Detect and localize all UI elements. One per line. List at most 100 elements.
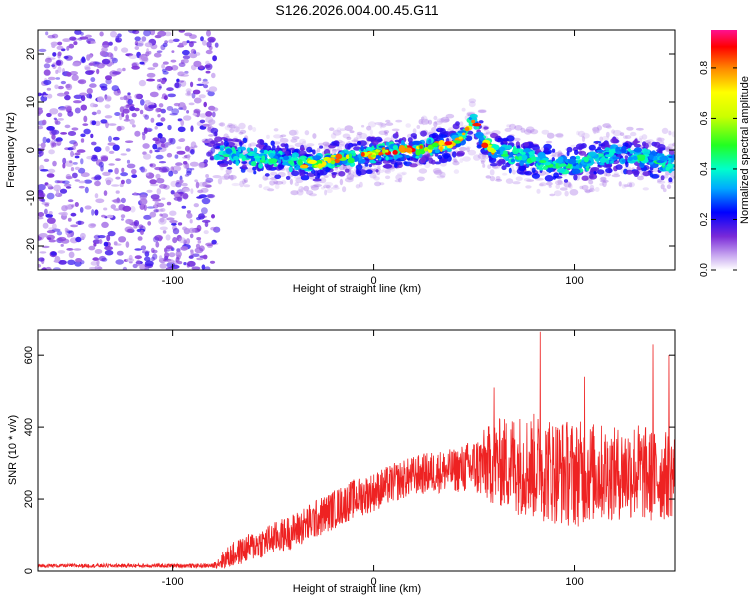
noise-blob — [209, 38, 215, 43]
signal-blob — [468, 101, 476, 108]
signal-blob — [448, 127, 455, 131]
signal-blob — [394, 154, 398, 161]
noise-blob — [110, 204, 117, 210]
noise-blob — [210, 226, 217, 231]
snr-panel: -100 0 100 0 200 400 600 Height of straight li… — [7, 329, 676, 595]
noise-blob — [190, 188, 194, 195]
signal-blob — [375, 169, 379, 173]
noise-blob — [201, 207, 208, 215]
signal-blob — [291, 136, 300, 140]
signal-blob — [433, 115, 438, 121]
signal-blob — [351, 143, 358, 147]
noise-blob — [102, 41, 110, 48]
signal-blob — [279, 156, 284, 160]
noise-blob — [38, 108, 44, 115]
noise-blob — [52, 52, 57, 57]
noise-blob — [129, 106, 136, 112]
noise-blob — [199, 245, 205, 252]
noise-blob — [64, 124, 71, 129]
noise-blob — [88, 223, 96, 229]
signal-blob — [602, 180, 607, 188]
noise-blob — [144, 260, 154, 267]
noise-blob — [88, 245, 96, 251]
noise-blob — [185, 238, 191, 245]
noise-blob — [196, 224, 202, 232]
noise-blob — [38, 48, 47, 53]
noise-blob — [60, 80, 66, 85]
noise-blob — [93, 176, 98, 181]
signal-blob — [545, 171, 550, 175]
signal-blob — [233, 126, 241, 133]
noise-blob — [202, 123, 210, 127]
noise-blob — [128, 54, 138, 60]
noise-blob — [181, 205, 187, 209]
signal-blob — [235, 160, 240, 166]
signal-blob — [487, 164, 492, 169]
signal-blob — [384, 169, 391, 174]
signal-blob — [258, 184, 263, 188]
signal-blob — [263, 149, 269, 155]
noise-blob — [38, 184, 46, 191]
noise-blob — [46, 192, 55, 200]
signal-blob — [626, 181, 636, 188]
noise-blob — [179, 138, 186, 142]
noise-blob — [209, 260, 216, 264]
signal-blob — [668, 130, 672, 136]
signal-blob — [309, 176, 316, 180]
noise-blob — [101, 58, 111, 65]
signal-blob — [599, 183, 604, 186]
signal-blob — [282, 155, 290, 161]
signal-blob — [379, 182, 385, 186]
noise-blob — [48, 239, 57, 243]
signal-blob — [462, 156, 471, 162]
signal-blob — [299, 164, 309, 169]
signal-blob — [477, 109, 487, 114]
signal-blob — [469, 113, 478, 119]
noise-blob — [134, 107, 140, 112]
noise-blob — [76, 149, 86, 153]
noise-blob — [85, 34, 92, 38]
noise-blob — [87, 70, 96, 73]
noise-blob — [46, 184, 53, 188]
signal-blob — [600, 179, 609, 183]
signal-blob — [434, 161, 441, 165]
signal-blob — [544, 175, 554, 182]
noise-blob — [193, 203, 199, 208]
noise-blob — [158, 166, 168, 173]
signal-blob — [445, 113, 455, 119]
noise-blob — [104, 177, 114, 183]
noise-blob — [74, 202, 79, 207]
signal-blob — [573, 174, 578, 181]
noise-blob — [147, 221, 152, 226]
signal-blob — [510, 158, 515, 163]
noise-blob — [164, 142, 172, 146]
signal-blob — [632, 155, 638, 161]
noise-blob — [77, 220, 82, 225]
y-tick-label: 20 — [25, 48, 37, 60]
noise-blob — [50, 41, 59, 46]
signal-blob — [623, 135, 628, 140]
signal-blob — [269, 180, 276, 186]
noise-blob — [140, 99, 145, 106]
noise-blob — [203, 84, 209, 89]
noise-blob — [159, 184, 167, 189]
signal-blob — [624, 155, 629, 159]
signal-blob — [575, 155, 581, 160]
signal-blob — [280, 134, 287, 138]
signal-blob — [392, 145, 398, 150]
noise-blob — [189, 219, 193, 224]
signal-blob — [379, 169, 384, 173]
signal-blob — [588, 179, 594, 185]
signal-blob — [551, 157, 555, 162]
noise-blob — [46, 173, 55, 178]
noise-blob — [75, 236, 82, 243]
signal-blob — [596, 125, 603, 131]
signal-blob — [222, 154, 230, 158]
signal-blob — [588, 151, 597, 157]
signal-blob — [323, 175, 329, 178]
signal-blob — [217, 178, 223, 185]
colorbar-tick-label: 0.8 — [699, 61, 710, 75]
signal-blob — [394, 139, 400, 143]
noise-blob — [43, 63, 51, 69]
noise-blob — [199, 65, 204, 70]
